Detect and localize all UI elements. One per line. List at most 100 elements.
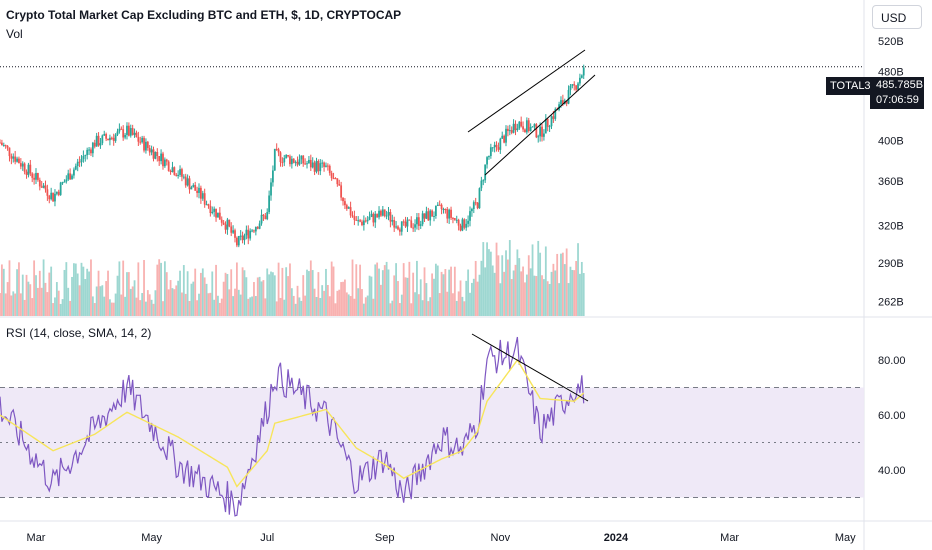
candle-body [543, 133, 545, 137]
volume-bar [344, 279, 346, 316]
volume-bar [332, 266, 335, 316]
candle-body [525, 120, 528, 133]
time-axis-label: Mar [720, 532, 739, 544]
candle-body [402, 221, 405, 223]
price-axis-label: 262B [878, 297, 904, 309]
candle-body [442, 209, 445, 211]
candle-body [126, 125, 128, 135]
candle-body [580, 75, 583, 78]
volume-bar [361, 289, 363, 316]
candle-body [118, 128, 121, 132]
candle-body [391, 219, 394, 222]
volume-bar [472, 278, 475, 316]
candle-body [560, 100, 562, 105]
candle-body [537, 136, 540, 138]
candle-body [277, 149, 280, 153]
volume-bar [486, 242, 488, 316]
volume-bar [141, 293, 144, 316]
candle-body [131, 128, 134, 135]
volume-bar [224, 272, 227, 316]
candle-body [95, 135, 98, 147]
last-price-value: 485.785B [876, 79, 924, 91]
candle-body [65, 179, 68, 182]
volume-bar [423, 267, 426, 316]
volume-bar [25, 274, 28, 316]
volume-bar [33, 260, 36, 316]
volume-bar [366, 295, 369, 316]
candle-body [152, 149, 155, 159]
volume-bar [338, 289, 341, 316]
candle-body [224, 224, 227, 230]
volume-bar [270, 271, 272, 316]
volume-bar [289, 263, 291, 316]
volume-bar [122, 260, 125, 316]
volume-bar [247, 298, 250, 316]
volume-bar [4, 293, 7, 316]
volume-bar [395, 263, 397, 316]
candle-body [378, 210, 380, 218]
candle-body [158, 156, 161, 162]
candle-body [480, 180, 483, 189]
volume-bar [308, 271, 310, 316]
candle-body [235, 237, 238, 246]
volume-bar [548, 283, 551, 316]
candle-body [154, 151, 157, 159]
volume-bar [524, 282, 526, 316]
volume-bar [42, 259, 45, 316]
volume-bar [163, 261, 166, 316]
price-axis-label: 520B [878, 36, 904, 48]
volume-bar [565, 248, 568, 316]
candle-body [226, 219, 229, 230]
volume-bar [516, 249, 519, 316]
volume-bar [251, 296, 253, 316]
candle-body [319, 163, 322, 172]
candle-body [145, 141, 147, 151]
candle-body [143, 137, 145, 151]
candle-body [201, 193, 204, 199]
trendlines [467, 49, 596, 402]
volume-bar [309, 260, 312, 316]
candle-body [408, 219, 411, 221]
volume-bar [76, 273, 79, 316]
candle-body [326, 165, 329, 167]
volume-bar [349, 296, 352, 316]
candle-body [508, 130, 511, 132]
candle-body [450, 209, 452, 218]
candle-body [254, 226, 257, 232]
volume-bar [351, 259, 354, 316]
candle-body [446, 209, 449, 219]
candle-body [275, 148, 278, 150]
candle-body [351, 215, 354, 217]
candle-body [349, 207, 352, 216]
candle-body [184, 176, 187, 186]
volume-bar [300, 300, 303, 316]
candle-body [2, 145, 5, 147]
volume-bar [59, 303, 62, 316]
candle-body [361, 221, 363, 226]
chart-title: Crypto Total Market Cap Excluding BTC an… [6, 8, 402, 22]
candle-body [342, 197, 344, 202]
candle-body [577, 83, 579, 90]
volume-bar [558, 283, 560, 316]
volume-bar [266, 268, 269, 316]
candle-body [91, 142, 94, 154]
currency-button[interactable]: USD [872, 5, 922, 29]
candle-body [503, 135, 506, 143]
volume-bars [0, 240, 585, 316]
volume-bar [177, 280, 180, 316]
symbol-price-tag: TOTAL3 [826, 77, 875, 95]
volume-bar [110, 302, 113, 316]
volume-bar [294, 303, 297, 316]
time-axis-label: 2024 [604, 532, 629, 544]
volume-bar [290, 288, 293, 316]
candle-body [317, 161, 320, 172]
volume-bar [402, 263, 405, 316]
volume-bar [560, 253, 562, 316]
candle-body [69, 173, 72, 180]
volume-bar [514, 264, 517, 316]
volume-bar [467, 269, 470, 316]
volume-bar [503, 271, 506, 316]
volume-bar [325, 268, 327, 316]
volume-bar [127, 272, 130, 316]
